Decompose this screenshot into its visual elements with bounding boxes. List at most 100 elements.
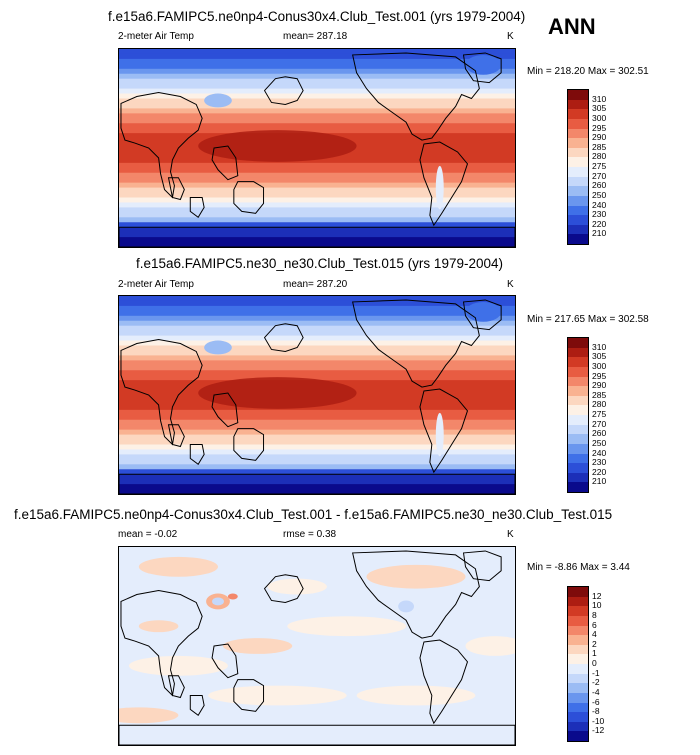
temperature-band: [119, 414, 515, 421]
colorbar-swatch: [568, 692, 588, 703]
colorbar-swatch: [568, 90, 588, 100]
colorbar-tick-label: 0: [592, 658, 597, 668]
colorbar-tick-label: -2: [592, 677, 600, 688]
temperature-band: [119, 167, 515, 174]
colorbar-tick-label: -1: [592, 667, 600, 678]
temperature-band: [119, 73, 515, 80]
temperature-band: [119, 49, 515, 55]
colorbar-tick-label: 4: [592, 629, 597, 640]
temperature-band: [119, 78, 515, 85]
colorbar-swatch: [568, 463, 588, 473]
colorbar-swatch: [568, 109, 588, 119]
temperature-band: [119, 365, 515, 371]
coastline: [167, 177, 185, 201]
colorbar-tick-label: -12: [592, 725, 605, 736]
temperature-band: [119, 68, 515, 75]
colorbar-tick-label: 305: [592, 103, 607, 114]
temperature-band: [119, 345, 515, 351]
coastline: [233, 679, 265, 712]
temperature-band: [119, 202, 515, 208]
colorbar-tick-label: -4: [592, 686, 600, 697]
temperature-band: [119, 340, 515, 346]
temperature-band: [119, 424, 515, 431]
colorbar-tick-label: 290: [592, 380, 607, 391]
difference-patch: [138, 556, 218, 577]
colorbar-swatch: [568, 376, 588, 387]
season-label: ANN: [548, 14, 596, 39]
colorbar-tick-label: 270: [592, 170, 607, 181]
colorbar-tick-label: 300: [592, 360, 607, 371]
temperature-band: [119, 409, 515, 416]
temperature-band: [119, 128, 515, 134]
panel1-variable-label: 2-meter Air Temp: [118, 31, 194, 42]
colorbar-swatch: [568, 606, 588, 616]
andes-cold: [435, 412, 444, 457]
temperature-band: [119, 93, 515, 99]
panel3-units-label: K: [507, 529, 514, 540]
temperature-band: [119, 489, 515, 494]
colorbar-swatch: [568, 453, 588, 464]
colorbar-tick-label: 10: [592, 600, 602, 611]
colorbar-swatch: [568, 147, 588, 158]
colorbar-swatch: [568, 357, 588, 367]
panel3-title: f.e15a6.FAMIPC5.ne0np4-Conus30x4.Club_Te…: [14, 507, 613, 522]
coastline: [119, 226, 515, 247]
colorbar-swatch: [568, 415, 588, 425]
temperature-band: [119, 355, 515, 361]
temperature-band: [119, 53, 515, 60]
colorbar-swatch: [568, 224, 588, 235]
colorbar-tick-label: 275: [592, 409, 607, 419]
coastline: [352, 52, 480, 141]
colorbar-swatch: [568, 157, 588, 167]
greenland-cold: [465, 54, 502, 75]
temperature-band: [119, 177, 515, 184]
panel2-map: [118, 295, 516, 495]
temperature-band: [119, 237, 515, 243]
colorbar-swatch: [568, 118, 588, 129]
temperature-band: [119, 157, 515, 164]
temperature-band: [119, 212, 515, 218]
temperature-band: [119, 454, 515, 460]
panel3-map-field: [119, 547, 515, 745]
colorbar-tick-label: 210: [592, 476, 607, 487]
tibetan-plateau-cold: [204, 340, 232, 355]
panel2-units-label: K: [507, 279, 514, 290]
temperature-band: [119, 63, 515, 70]
panel1-colorbar: [567, 89, 589, 245]
tibetan-plateau-cold: [204, 93, 232, 108]
colorbar-tick-label: 280: [592, 399, 607, 410]
colorbar-tick-label: -8: [592, 706, 600, 717]
coastline: [120, 590, 203, 697]
colorbar-swatch: [568, 186, 588, 196]
temperature-band: [119, 469, 515, 475]
panel3-minmax-label: Min = -8.86 Max = 3.44: [527, 562, 630, 573]
temperature-band: [119, 484, 515, 490]
colorbar-swatch: [568, 195, 588, 206]
difference-patch: [366, 564, 466, 589]
temperature-band: [119, 444, 515, 450]
colorbar-swatch: [568, 424, 588, 435]
warm-pool: [198, 130, 357, 162]
colorbar-swatch: [568, 215, 588, 225]
temperature-band: [119, 192, 515, 198]
difference-patch: [208, 685, 347, 706]
temperature-band: [119, 404, 515, 411]
colorbar-swatch: [568, 205, 588, 216]
greenland-cold: [465, 301, 502, 322]
colorbar-tick-label: 280: [592, 151, 607, 162]
temperature-band: [119, 232, 515, 238]
temperature-band: [119, 350, 515, 356]
colorbar-swatch: [568, 347, 588, 358]
panel1-minmax-label: Min = 218.20 Max = 302.51: [527, 66, 649, 77]
temperature-band: [119, 300, 515, 307]
colorbar-tick-label: 230: [592, 457, 607, 468]
colorbar-swatch: [568, 683, 588, 693]
colorbar-tick-label: 210: [592, 228, 607, 239]
temperature-band: [119, 187, 515, 194]
colorbar-swatch: [568, 234, 588, 244]
colorbar-swatch: [568, 587, 588, 597]
panel3-colorbar: [567, 586, 589, 742]
colorbar-tick-label: 285: [592, 389, 607, 400]
colorbar-swatch: [568, 138, 588, 148]
panel1-mean-label: mean= 287.18: [283, 31, 348, 42]
